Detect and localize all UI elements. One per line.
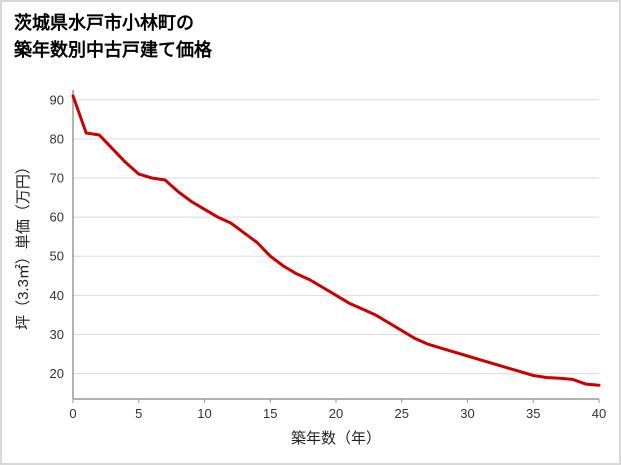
x-tick-label: 30: [460, 406, 474, 421]
x-axis-label: 築年数（年）: [291, 429, 381, 447]
y-tick-label: 40: [50, 288, 64, 303]
y-tick-label: 50: [50, 249, 64, 264]
x-tick-label: 0: [69, 406, 76, 421]
y-tick-label: 80: [50, 131, 64, 146]
x-tick-label: 15: [263, 406, 277, 421]
y-axis-label: 坪（3.3㎡）単価（万円）: [15, 159, 32, 330]
y-tick-label: 60: [50, 210, 64, 225]
x-tick-label: 20: [329, 406, 343, 421]
x-tick-label: 25: [395, 406, 409, 421]
chart-title-line1: 茨城県水戸市小林町の: [14, 13, 194, 33]
y-tick-label: 90: [50, 92, 64, 107]
chart-title-line2: 築年数別中古戸建て価格: [14, 40, 212, 60]
x-tick-label: 10: [197, 406, 211, 421]
y-tick-label: 20: [50, 366, 64, 381]
price-line: [71, 94, 601, 387]
x-tick-label: 40: [592, 406, 606, 421]
x-tick-label: 5: [135, 406, 142, 421]
chart-title: 茨城県水戸市小林町の 築年数別中古戸建て価格: [14, 10, 212, 64]
x-tick-label: 35: [526, 406, 540, 421]
y-tick-label: 30: [50, 327, 64, 342]
y-tick-label: 70: [50, 171, 64, 186]
